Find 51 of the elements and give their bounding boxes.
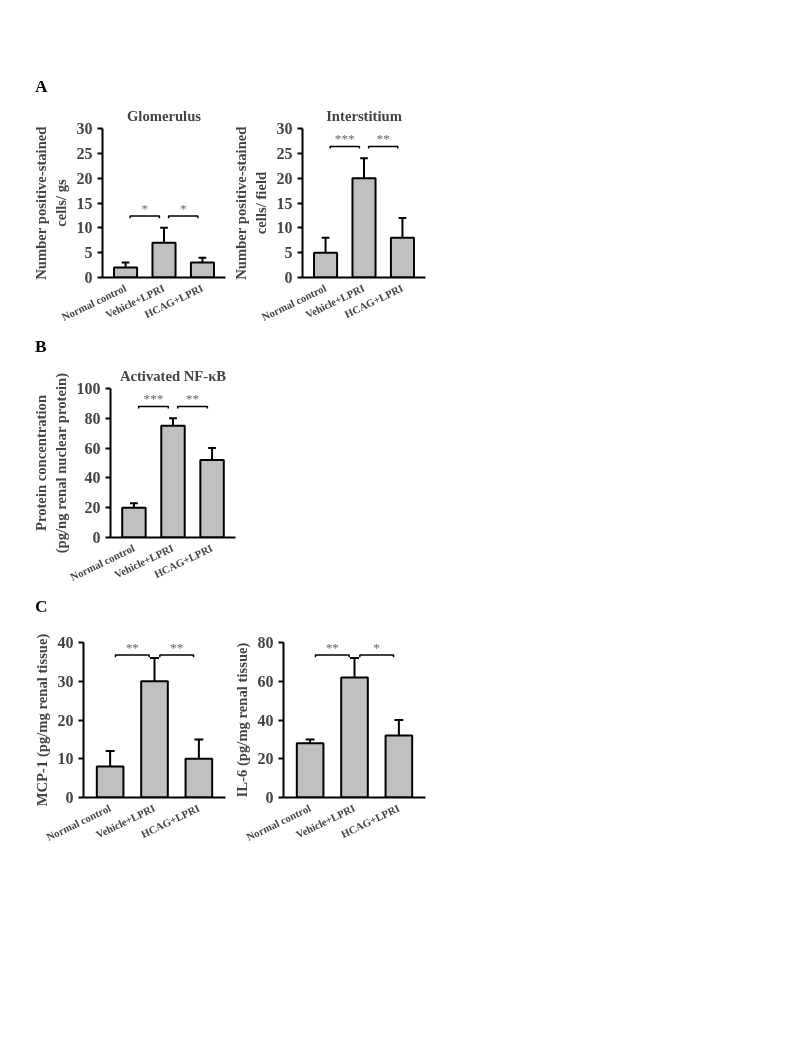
y-tick-label: 10	[57, 750, 74, 768]
y-tick-label: 100	[76, 380, 101, 397]
chart-title: Interstitium	[326, 107, 402, 124]
annotation: ***	[334, 131, 356, 147]
y-axis-title: Protein concentration (pg/ng renal nuclear protein)	[33, 372, 70, 554]
y-tick-label: 60	[257, 672, 274, 690]
y-tick-label: 10	[276, 219, 293, 237]
y-tick-label: 20	[76, 169, 93, 187]
y-tick-label: 40	[84, 469, 101, 487]
text: A	[35, 76, 48, 98]
y-tick-label: 10	[76, 219, 93, 237]
y-axis-title: Number positive-stained cells/ gs	[33, 126, 69, 280]
y-tick-label: 30	[57, 672, 74, 690]
y-tick-label: 0	[284, 269, 293, 286]
y-tick-label: 25	[276, 144, 293, 162]
y-tick-label: 15	[276, 194, 293, 212]
y-tick-label: 40	[57, 634, 74, 651]
y-tick-label: 0	[92, 529, 101, 546]
y-tick-label: 80	[84, 409, 101, 427]
annotation: **	[125, 639, 140, 655]
y-tick-label: 25	[76, 144, 93, 162]
y-tick-label: 15	[76, 194, 93, 212]
y-axis-title: Number positive-stained cells/ field	[233, 126, 269, 280]
chart-title: Activated NF-κB	[119, 367, 227, 384]
y-axis-title: MCP-1 (pg/mg renal tissue)	[33, 633, 51, 807]
text: C	[35, 596, 48, 618]
y-tick-label: 20	[257, 750, 274, 768]
annotation: *	[141, 200, 149, 216]
y-tick-label: 0	[65, 789, 74, 806]
text: B	[35, 336, 47, 358]
y-tick-label: 40	[257, 711, 274, 729]
annotation: **	[185, 391, 200, 407]
y-tick-label: 30	[276, 120, 293, 137]
annotation: **	[325, 639, 340, 655]
y-tick-label: 30	[76, 120, 93, 137]
annotation: **	[376, 131, 391, 147]
y-tick-label: 0	[265, 789, 274, 806]
y-tick-label: 20	[276, 169, 293, 187]
annotation: *	[373, 639, 381, 655]
annotation: *	[179, 200, 187, 216]
chart-title: Glomerulus	[126, 107, 202, 124]
y-axis-title: IL-6 (pg/mg renal tissue)	[233, 642, 251, 798]
y-tick-label: 20	[84, 499, 101, 517]
y-tick-label: 5	[284, 244, 293, 262]
y-tick-label: 80	[257, 634, 274, 651]
annotation: **	[170, 639, 184, 655]
y-tick-label: 5	[84, 244, 93, 262]
y-tick-label: 0	[84, 269, 93, 286]
y-tick-label: 20	[57, 711, 74, 729]
y-tick-label: 60	[84, 439, 101, 457]
annotation: ***	[143, 391, 164, 407]
